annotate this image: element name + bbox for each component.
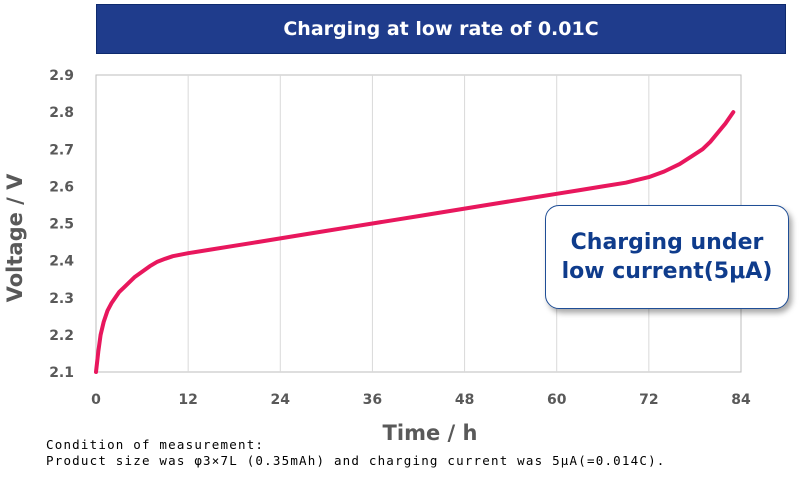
y-tick-label: 2.5 bbox=[49, 217, 74, 233]
x-tick-label: 12 bbox=[178, 392, 197, 408]
y-tick-label: 2.7 bbox=[49, 142, 74, 158]
y-tick-label: 2.6 bbox=[49, 179, 74, 195]
y-tick-label: 2.9 bbox=[49, 68, 74, 84]
chart-title: Charging at low rate of 0.01C bbox=[283, 18, 599, 40]
x-tick-label: 0 bbox=[91, 392, 101, 408]
y-tick-label: 2.8 bbox=[49, 105, 74, 121]
x-tick-labels: 0 12 24 36 48 60 72 84 bbox=[91, 392, 751, 408]
y-tick-label: 2.4 bbox=[49, 254, 74, 270]
y-tick-label: 2.2 bbox=[49, 328, 74, 344]
x-tick-label: 60 bbox=[547, 392, 567, 408]
x-tick-label: 36 bbox=[363, 392, 382, 408]
x-tick-label: 48 bbox=[455, 392, 474, 408]
x-tick-label: 84 bbox=[731, 392, 751, 408]
voltage-series-line bbox=[94, 110, 736, 374]
y-tick-label: 2.1 bbox=[49, 365, 74, 381]
annotation-callout: Charging under low current(5μA) bbox=[545, 205, 789, 309]
measurement-condition: Condition of measurement: Product size wa… bbox=[46, 437, 666, 469]
x-tick-label: 24 bbox=[271, 392, 291, 408]
condition-line-1: Condition of measurement: bbox=[46, 437, 265, 452]
x-axis-label: Time / h bbox=[383, 421, 478, 445]
chart-title-banner: Charging at low rate of 0.01C bbox=[96, 4, 786, 54]
y-tick-label: 2.3 bbox=[49, 291, 74, 307]
condition-line-2: Product size was φ3×7L (0.35mAh) and cha… bbox=[46, 453, 666, 468]
y-tick-labels: 2.1 2.2 2.3 2.4 2.5 2.6 2.7 2.8 2.9 bbox=[49, 68, 74, 381]
x-tick-label: 72 bbox=[639, 392, 658, 408]
annotation-text: Charging under low current(5μA) bbox=[561, 230, 773, 284]
y-axis-label: Voltage / V bbox=[3, 173, 27, 303]
